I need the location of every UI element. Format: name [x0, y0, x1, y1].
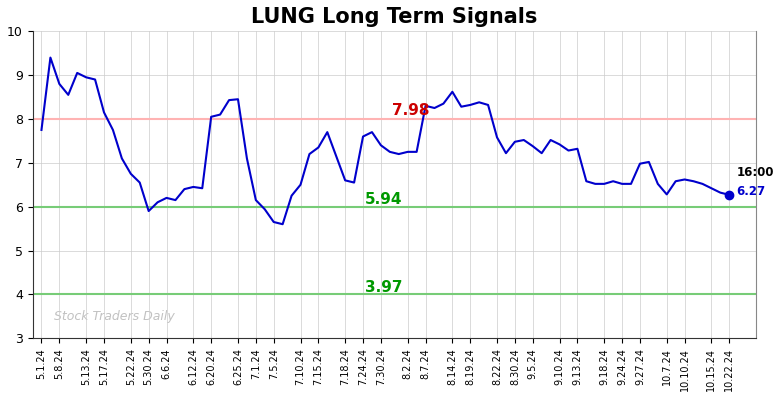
- Title: LUNG Long Term Signals: LUNG Long Term Signals: [251, 7, 538, 27]
- Text: 5.94: 5.94: [365, 192, 402, 207]
- Text: 3.97: 3.97: [365, 280, 402, 295]
- Text: 7.98: 7.98: [392, 103, 430, 119]
- Text: Stock Traders Daily: Stock Traders Daily: [54, 310, 175, 323]
- Text: 16:00: 16:00: [736, 166, 774, 179]
- Text: 6.27: 6.27: [736, 185, 765, 198]
